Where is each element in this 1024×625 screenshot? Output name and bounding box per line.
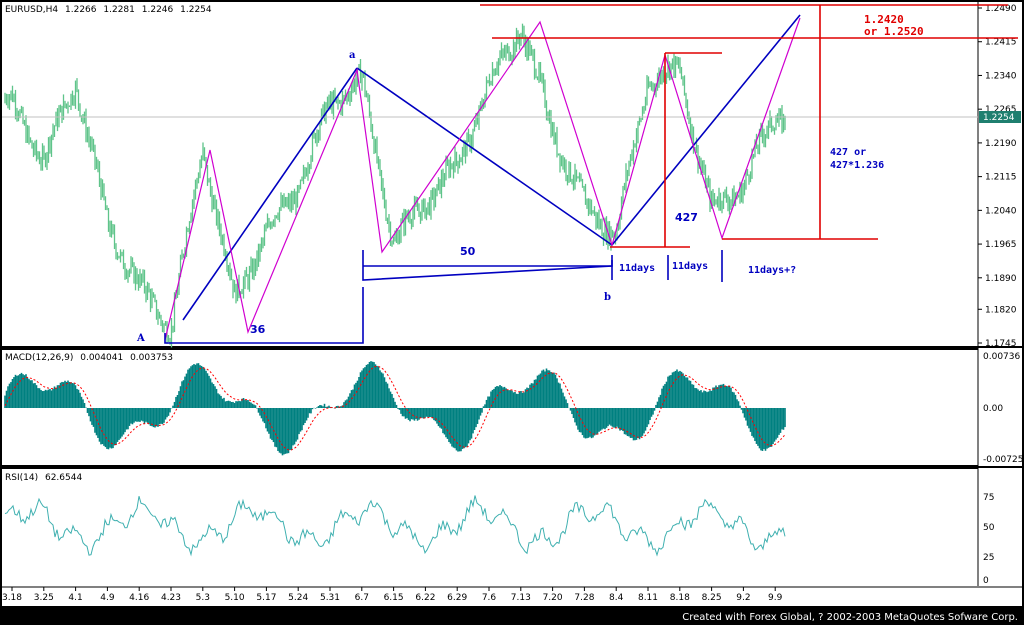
time-tick-label: 8.18 [670,593,690,603]
bracket-36 [164,287,364,344]
time-tick-label: 7.20 [543,593,563,603]
time-tick-label: 8.4 [609,593,624,603]
rsi-tick-0: 0 [983,576,989,586]
time-tick-label: 4.1 [68,593,82,603]
time-tick-label: 4.9 [100,593,115,603]
time-tick-label: 5.3 [196,593,210,603]
time-tick-label: 4.16 [129,593,149,603]
price-tick-label: 1.2415 [985,38,1017,48]
price-tick-label: 1.1890 [985,274,1017,284]
label-11days-1: 11days [619,263,655,274]
rsi-line [4,495,786,557]
time-axis-ticks: 3.18 3.25 4.1 4.9 4.16 4.23 5.3 5.10 5.17 5.24 5.3… [2,587,783,603]
price-tick-label: 1.2490 [985,4,1017,14]
label-11days-3: 11days+? [748,265,796,276]
rsi-tick-25: 25 [983,553,994,563]
time-tick-label: 7.28 [574,593,594,603]
macd-tick-zero: 0.00 [983,404,1003,414]
time-tick-label: 8.25 [702,593,722,603]
label-36: 36 [250,323,266,336]
label-target-or-1-2520: or 1.2520 [864,25,924,38]
time-tick-label: 3.18 [2,593,22,603]
wave-A-a [182,67,358,321]
time-tick-label: 5.24 [288,593,308,603]
label-11days-2: 11days [672,261,708,272]
price-tick-label: 1.1820 [985,305,1017,315]
current-price-badge [979,111,1021,123]
price-panel-title: EURUSD,H4 1.2266 1.2281 1.2246 1.2254 [5,5,212,15]
time-tick-label: 3.25 [34,593,54,603]
time-brackets [164,250,723,344]
time-tick-label: 7.6 [482,593,497,603]
label-wave-b: b [604,292,611,303]
label-wave-a: a [349,50,356,61]
rsi-tick-50: 50 [983,523,995,533]
label-wave-A: A [136,333,145,344]
time-tick-label: 7.13 [511,593,531,603]
current-price-label: 1.2254 [983,113,1015,123]
time-axis-strip [2,586,1022,606]
rsi-panel[interactable] [2,469,978,586]
label-427: 427 [675,211,698,224]
time-tick-label: 6.22 [415,593,435,603]
macd-tick-top: 0.00736 [983,352,1020,362]
wave-a-b [356,67,613,246]
time-tick-label: 6.7 [355,593,369,603]
rsi-tick-75: 75 [983,493,994,503]
price-tick-label: 1.2190 [985,139,1017,149]
time-tick-label: 6.15 [384,593,404,603]
rsi-series [4,495,786,557]
macd-panel-title: MACD(12,26,9) 0.004041 0.003753 [5,353,173,363]
label-50: 50 [460,245,476,258]
time-tick-label: 5.31 [320,593,340,603]
time-tick-label: 5.17 [256,593,276,603]
time-tick-label: 9.2 [736,593,750,603]
footer-credit: Created with Forex Global, ? 2002-2003 M… [682,612,1018,623]
time-tick-label: 8.11 [638,593,658,603]
target-lines-red [480,4,1018,248]
macd-tick-bottom: -0.00725 [983,455,1023,465]
price-axis-strip [978,2,1022,586]
price-axis-ticks: 1.2490 1.2415 1.2340 1.2265 1.2190 1.2115 1.20… [978,4,1017,349]
macd-histogram [4,361,786,456]
rsi-panel-title: RSI(14) 62.6544 [5,473,82,483]
label-target-1-2420: 1.2420 [864,13,904,26]
time-tick-label: 9.9 [768,593,783,603]
price-tick-label: 1.2040 [985,206,1017,216]
price-series [4,23,786,348]
price-panel[interactable] [2,2,978,346]
time-tick-label: 5.10 [225,593,245,603]
wave-lines-blue [182,14,801,321]
time-tick-label: 6.29 [447,593,467,603]
price-tick-label: 1.2265 [985,105,1017,115]
label-427x1236: 427*1.236 [830,160,884,171]
label-427-or: 427 or [830,147,866,158]
price-tick-label: 1.1745 [985,339,1017,349]
wave-zigzag-magenta [164,17,801,341]
price-tick-label: 1.1965 [985,240,1017,250]
time-tick-label: 4.23 [161,593,181,603]
wave-b-c [611,14,801,246]
price-tick-label: 1.2115 [985,173,1017,183]
price-tick-label: 1.2340 [985,71,1017,81]
